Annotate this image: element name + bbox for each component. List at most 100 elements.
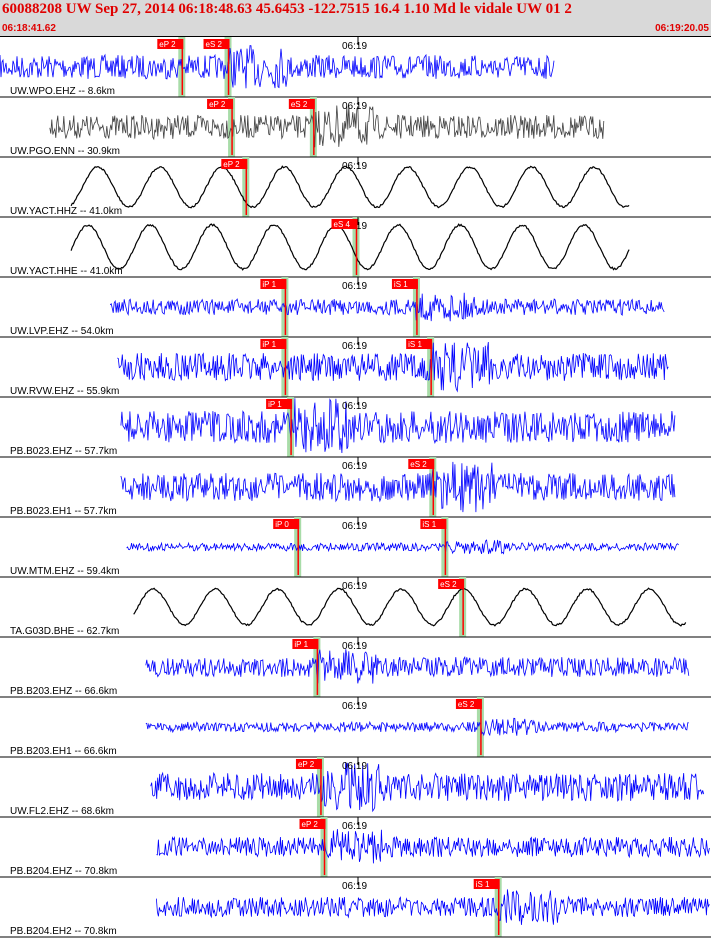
pick-label: eP 2 xyxy=(298,760,315,769)
pick-flag[interactable] xyxy=(420,519,447,529)
trace-row: 06:19 iP 1 PB.B203.EHZ -- 66.6km xyxy=(0,637,711,698)
event-title: 60088208 UW Sep 27, 2014 06:18:48.63 45.… xyxy=(2,1,572,17)
pick-label: iP 1 xyxy=(262,340,276,349)
pick-label: eP 2 xyxy=(159,40,176,49)
pick-label: eS 2 xyxy=(410,460,427,469)
pick-flag[interactable] xyxy=(157,39,184,49)
station-label: TA.G03D.BHE -- 62.7km xyxy=(10,626,119,637)
start-time: 06:18:41.62 xyxy=(2,23,56,34)
trace-row: 06:19 iP 0 iS 1 UW.MTM.EHZ -- 59.4km xyxy=(0,517,711,578)
time-tick-label: 06:19 xyxy=(342,341,367,352)
trace-row: 06:19 eP 2 eS 2 UW.WPO.EHZ -- 8.6km xyxy=(0,37,711,98)
pick-label: iS 1 xyxy=(408,340,422,349)
pick-flag[interactable] xyxy=(288,99,315,109)
pick-label: eS 4 xyxy=(334,220,351,229)
time-tick-label: 06:19 xyxy=(342,281,367,292)
pick-flag[interactable] xyxy=(203,39,230,49)
trace-row: 06:19 eP 2 UW.FL2.EHZ -- 68.6km xyxy=(0,757,711,818)
time-tick-label: 06:19 xyxy=(342,761,367,772)
station-label: PB.B204.EH2 -- 70.8km xyxy=(10,926,117,937)
trace-row: 06:19 iP 1 PB.B023.EHZ -- 57.7km xyxy=(0,397,711,458)
trace-row: 06:19 eS 2 PB.B203.EH1 -- 66.6km xyxy=(0,697,711,758)
pick-flag[interactable] xyxy=(260,339,287,349)
waveform xyxy=(133,587,687,627)
pick-flag[interactable] xyxy=(473,879,500,889)
pick-flag[interactable] xyxy=(406,339,433,349)
pick-label: eP 2 xyxy=(223,160,240,169)
station-label: UW.YACT.HHE -- 41.0km xyxy=(10,266,123,277)
pick-flag[interactable] xyxy=(455,699,482,709)
time-tick-label: 06:19 xyxy=(342,641,367,652)
pick-flag[interactable] xyxy=(408,459,435,469)
pick-label: iP 1 xyxy=(262,280,276,289)
waveform xyxy=(126,539,679,555)
pick-flag[interactable] xyxy=(221,159,248,169)
pick-label: eS 2 xyxy=(458,700,475,709)
waveform xyxy=(109,292,665,322)
pick-flag[interactable] xyxy=(295,759,322,769)
pick-flag[interactable] xyxy=(292,639,319,649)
pick-label: eS 2 xyxy=(291,100,308,109)
station-label: UW.MTM.EHZ -- 59.4km xyxy=(10,566,119,577)
trace-row: 06:19 eP 2 PB.B204.EHZ -- 70.8km xyxy=(0,817,711,878)
time-tick-label: 06:19 xyxy=(342,581,367,592)
station-label: UW.YACT.HHZ -- 41.0km xyxy=(10,206,122,217)
event-header: 60088208 UW Sep 27, 2014 06:18:48.63 45.… xyxy=(0,0,711,37)
station-label: UW.WPO.EHZ -- 8.6km xyxy=(10,86,115,97)
trace-row: 06:19 iP 1 iS 1 UW.RVW.EHZ -- 55.9km xyxy=(0,337,711,398)
waveform xyxy=(117,341,669,393)
time-tick-label: 06:19 xyxy=(342,101,367,112)
pick-flag[interactable] xyxy=(331,219,358,229)
pick-label: iP 0 xyxy=(275,520,289,529)
pick-label: eS 2 xyxy=(440,580,457,589)
pick-flag[interactable] xyxy=(207,99,234,109)
station-label: UW.FL2.EHZ -- 68.6km xyxy=(10,806,114,817)
time-tick-label: 06:19 xyxy=(342,881,367,892)
time-tick-label: 06:19 xyxy=(342,701,367,712)
trace-row: 06:19 eP 2 eS 2 UW.PGO.ENN -- 30.9km xyxy=(0,97,711,158)
waveform xyxy=(70,223,630,271)
end-time: 06:19:20.05 xyxy=(655,23,709,34)
pick-label: iP 1 xyxy=(268,400,282,409)
waveform xyxy=(145,717,689,737)
station-label: PB.B023.EHZ -- 57.7km xyxy=(10,446,117,457)
station-label: UW.PGO.ENN -- 30.9km xyxy=(10,146,120,157)
trace-row: 06:19 eS 2 TA.G03D.BHE -- 62.7km xyxy=(0,577,711,638)
waveform xyxy=(49,105,605,148)
waveform xyxy=(70,165,630,209)
waveform xyxy=(120,461,676,513)
pick-label: iS 1 xyxy=(422,520,436,529)
trace-row: 06:19 eS 2 PB.B023.EH1 -- 57.7km xyxy=(0,457,711,518)
waveform xyxy=(156,889,710,925)
waveform xyxy=(0,45,555,89)
pick-flag[interactable] xyxy=(299,819,326,829)
pick-label: iS 1 xyxy=(476,880,490,889)
station-label: UW.RVW.EHZ -- 55.9km xyxy=(10,386,119,397)
pick-flag[interactable] xyxy=(391,279,418,289)
time-tick-label: 06:19 xyxy=(342,821,367,832)
seismogram-plot: 06:19 eP 2 eS 2 UW.WPO.EHZ -- 8.6km 06:19 eP … xyxy=(0,37,711,938)
pick-flag[interactable] xyxy=(273,519,300,529)
pick-label: eP 2 xyxy=(209,100,226,109)
time-tick-label: 06:19 xyxy=(342,521,367,532)
time-tick-label: 06:19 xyxy=(342,461,367,472)
time-tick-label: 06:19 xyxy=(342,401,367,412)
waveform xyxy=(150,761,705,813)
pick-label: eS 2 xyxy=(206,40,223,49)
pick-label: iS 1 xyxy=(394,280,408,289)
pick-flag[interactable] xyxy=(438,579,465,589)
trace-row: 06:19 iP 1 iS 1 UW.LVP.EHZ -- 54.0km xyxy=(0,277,711,338)
pick-flag[interactable] xyxy=(260,279,287,289)
time-tick-label: 06:19 xyxy=(342,41,367,52)
station-label: PB.B023.EH1 -- 57.7km xyxy=(10,506,117,517)
pick-label: iP 1 xyxy=(294,640,308,649)
pick-flag[interactable] xyxy=(266,399,293,409)
station-label: UW.LVP.EHZ -- 54.0km xyxy=(10,326,114,337)
station-label: PB.B204.EHZ -- 70.8km xyxy=(10,866,117,877)
trace-row: 06:19 eP 2 UW.YACT.HHZ -- 41.0km xyxy=(0,157,711,218)
station-label: PB.B203.EH1 -- 66.6km xyxy=(10,746,117,757)
pick-label: eP 2 xyxy=(302,820,319,829)
time-tick-label: 06:19 xyxy=(342,161,367,172)
station-label: PB.B203.EHZ -- 66.6km xyxy=(10,686,117,697)
